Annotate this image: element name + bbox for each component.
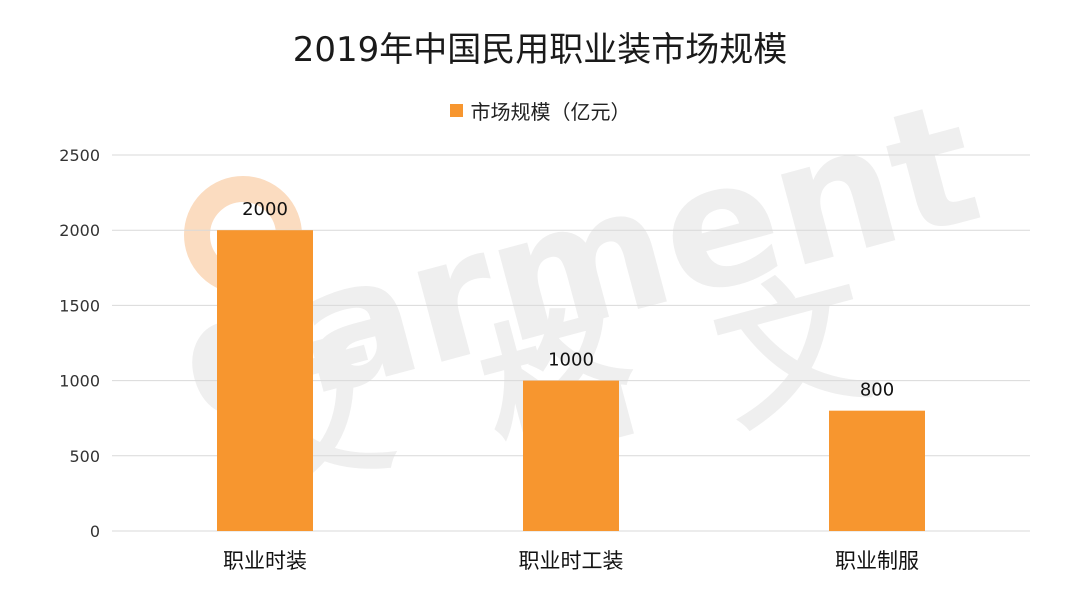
bar [217,230,313,531]
x-tick-label: 职业制服 [835,549,919,573]
x-tick-label: 职业时工装 [519,549,624,573]
chart-title: 2019年中国民用职业装市场规模 [292,30,788,70]
x-tick-label: 职业时装 [223,549,307,573]
y-tick-label: 2000 [59,221,100,240]
y-tick-label: 1500 [59,296,100,315]
legend: 市场规模（亿元） [0,96,1080,125]
data-label: 2000 [242,199,288,220]
y-tick-label: 1000 [59,372,100,391]
legend-swatch [449,104,463,117]
y-tick-label: 500 [69,447,100,466]
y-tick-label: 2500 [59,146,100,165]
bar [829,410,925,531]
labels: 0 500 1000 1500 2000 2500 2000 职业时装 1000 职业时工装 800… [59,146,919,573]
y-tick-label: 0 [90,522,100,541]
legend-label: 市场规模（亿元） [470,100,631,124]
bars [217,230,925,531]
data-label: 800 [860,380,894,401]
bar [523,380,619,531]
data-label: 1000 [548,350,594,371]
